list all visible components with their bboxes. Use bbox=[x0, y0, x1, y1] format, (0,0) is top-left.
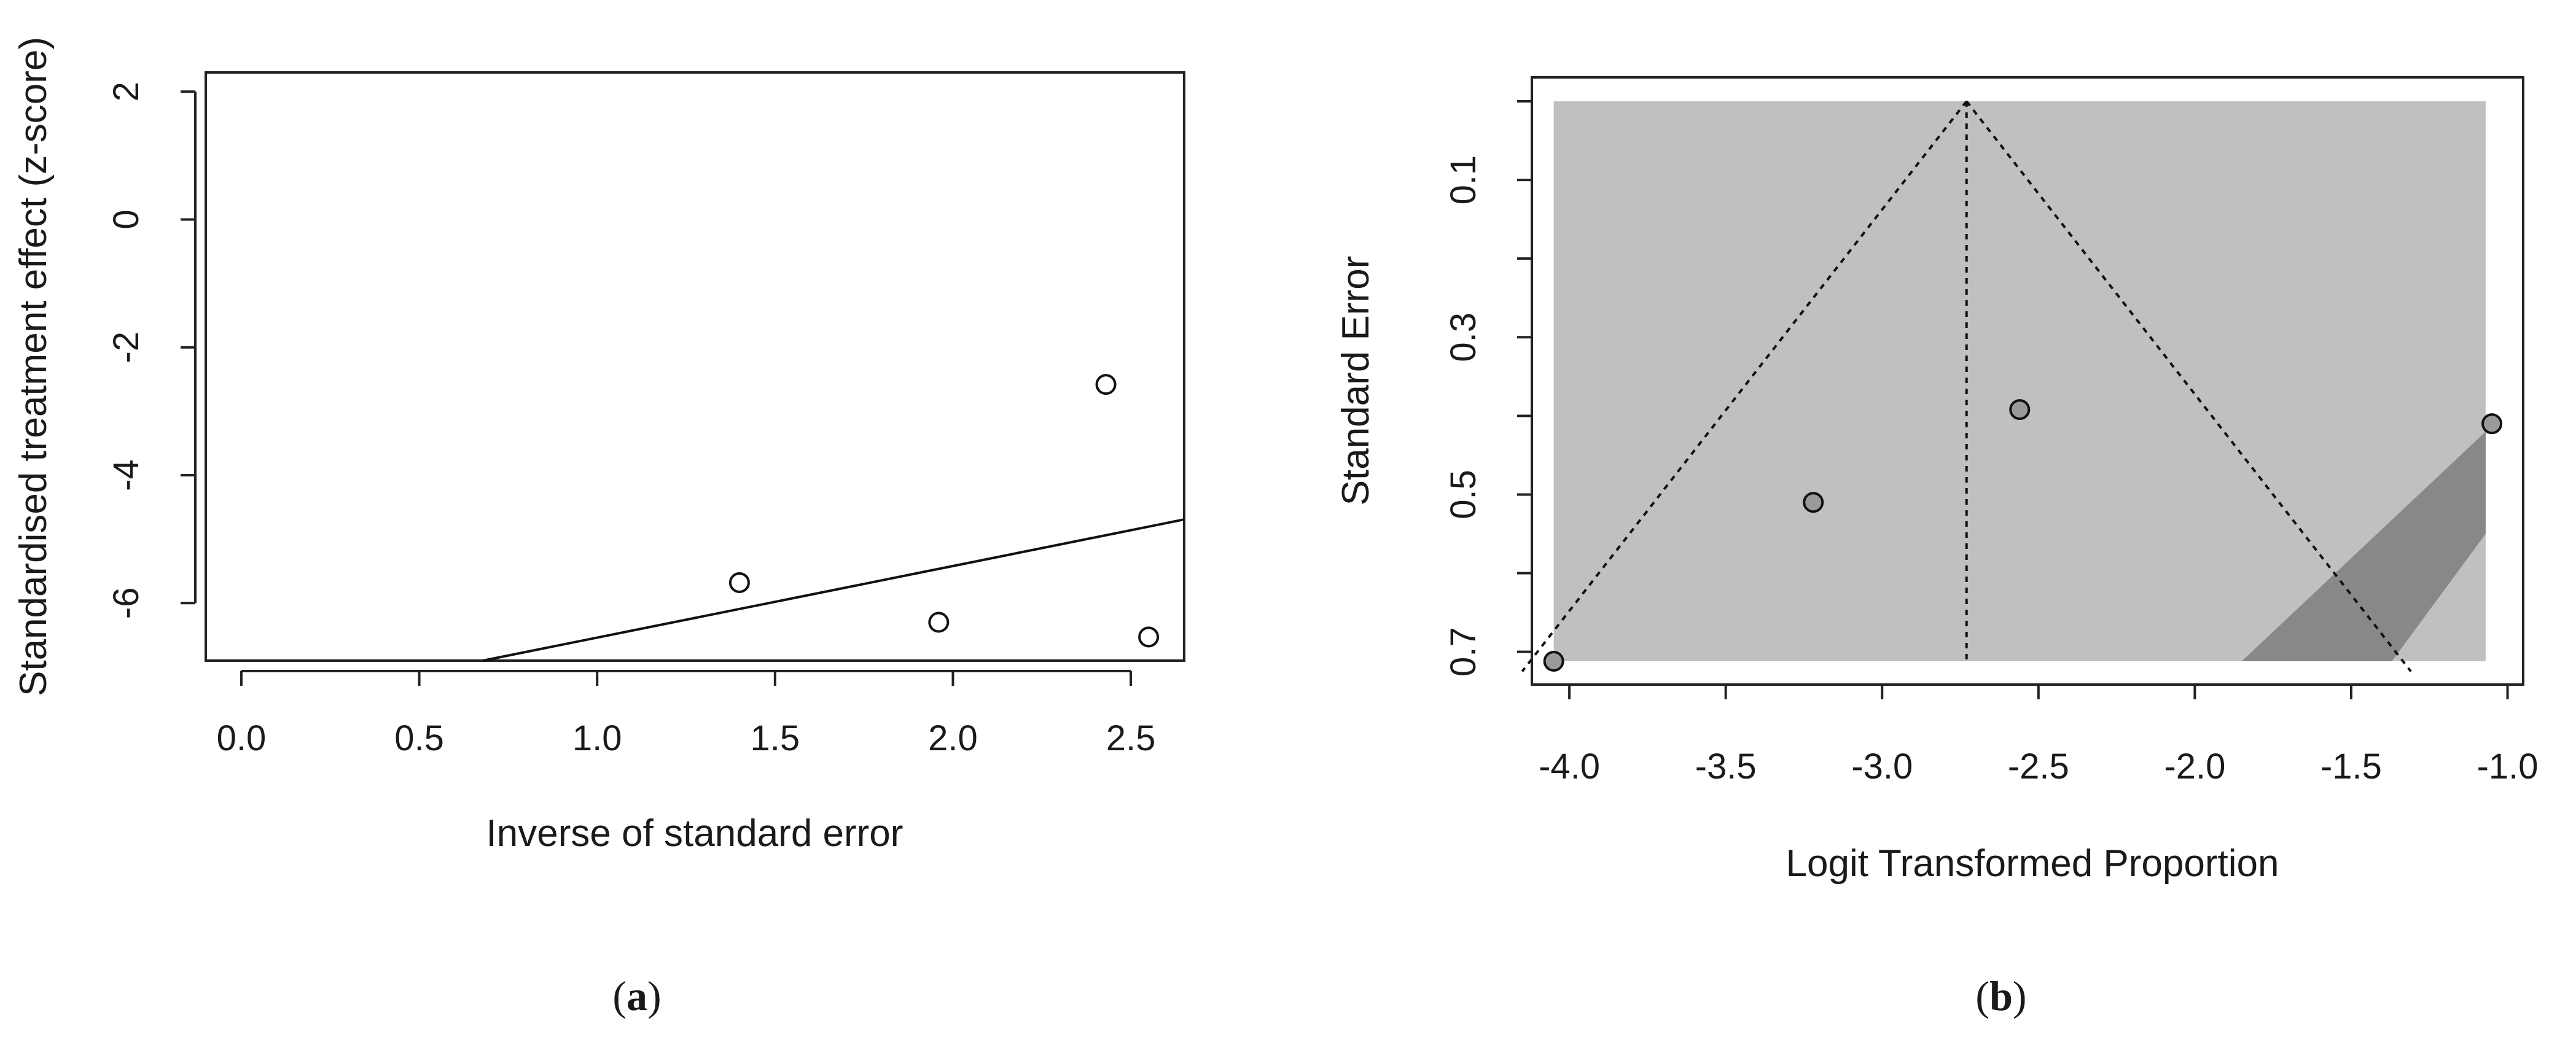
panel-b-y-axis: 0.1 0.3 0.5 0.7 bbox=[1443, 100, 1532, 677]
panel-b-funnel-lines bbox=[1521, 100, 2412, 672]
panel-b-x-tick-label: -3.0 bbox=[1851, 747, 1913, 786]
panel-a-x-tick-label: 2.5 bbox=[1106, 718, 1156, 758]
panel-b-y-tick-label: 0.3 bbox=[1443, 313, 1483, 362]
panel-b-light-region bbox=[1553, 101, 2486, 661]
panel-a-x-tick-label: 1.5 bbox=[751, 718, 800, 758]
panel-a-y-tick-label: 0 bbox=[106, 209, 146, 229]
panel-a-x-tick-label: 0.0 bbox=[217, 718, 267, 758]
panel-a-y-tick-label: 2 bbox=[106, 82, 146, 101]
panel-a-points bbox=[728, 374, 1160, 648]
panel-b-y-tick-label: 0.7 bbox=[1443, 627, 1483, 677]
panel-b-y-tick-label: 0.1 bbox=[1443, 155, 1483, 205]
panel-a-point bbox=[1095, 374, 1117, 395]
panel-a-y-tick-label: -2 bbox=[106, 332, 146, 363]
panel-b-point bbox=[2009, 399, 2031, 421]
panel-b-point bbox=[1803, 492, 1824, 513]
panel-b-x-tick-label: -2.5 bbox=[2008, 747, 2069, 786]
panel-b-x-tick-label: -1.0 bbox=[2477, 747, 2539, 786]
panel-b-caption: (b) bbox=[1975, 973, 2026, 1019]
panel-b-point bbox=[1543, 651, 1564, 672]
panel-a-y-axis-title: Standardised treatment effect (z-score) bbox=[12, 37, 55, 696]
panel-b-point bbox=[2481, 413, 2503, 435]
panel-b-dark-region bbox=[2241, 431, 2486, 661]
panel-a-point bbox=[728, 572, 750, 593]
panel-b-x-axis: -4.0 -3.5 -3.0 -2.5 -2.0 -1.5 -1.0 bbox=[1539, 683, 2539, 786]
panel-b-contour-funnel-plot: -4.0 -3.5 -3.0 -2.5 -2.0 -1.5 -1.0 0.10.30.50.… bbox=[1335, 76, 2539, 1019]
panel-b-caption-letter: b bbox=[1989, 973, 2013, 1019]
panel-b-significance-regions bbox=[1553, 101, 2486, 661]
panel-a-caption: (a) bbox=[612, 973, 661, 1019]
panel-a-x-axis: 0.0 0.5 1.0 1.5 2.0 2.5 bbox=[217, 670, 1156, 758]
panel-a-y-tick-label: -6 bbox=[106, 587, 146, 619]
panel-b-x-axis-title: Logit Transformed Proportion bbox=[1786, 842, 2279, 885]
panel-b-x-tick-label: -1.5 bbox=[2320, 747, 2382, 786]
panel-b-x-tick-label: -2.0 bbox=[2164, 747, 2225, 786]
panel-a-x-axis-title: Inverse of standard error bbox=[486, 812, 904, 855]
panel-b-x-tick-label: -4.0 bbox=[1539, 747, 1600, 786]
panel-b-y-axis-title: Standard Error bbox=[1335, 256, 1377, 506]
panel-a-x-tick-label: 2.0 bbox=[928, 718, 978, 758]
panel-a-point bbox=[928, 612, 950, 633]
panel-a-caption-letter: a bbox=[626, 973, 647, 1019]
panel-a-radial-plot: 0.0 0.5 1.0 1.5 2.0 2.5 2 0 -2 -4 -6 Inverse of s… bbox=[12, 37, 1185, 1019]
panel-a-y-tick-label: -4 bbox=[106, 459, 146, 491]
panel-b-x-tick-label: -3.5 bbox=[1695, 747, 1757, 786]
panel-a-point bbox=[1138, 626, 1160, 648]
panel-b-y-tick-label: 0.5 bbox=[1443, 470, 1483, 519]
panel-a-regression-line bbox=[482, 518, 1185, 662]
panel-a-x-tick-label: 0.5 bbox=[394, 718, 444, 758]
panel-a-plot-frame bbox=[205, 71, 1185, 662]
panel-a-x-tick-label: 1.0 bbox=[572, 718, 622, 758]
panel-a-y-axis: 2 0 -2 -4 -6 bbox=[106, 82, 197, 619]
panel-b-points bbox=[1543, 399, 2503, 672]
